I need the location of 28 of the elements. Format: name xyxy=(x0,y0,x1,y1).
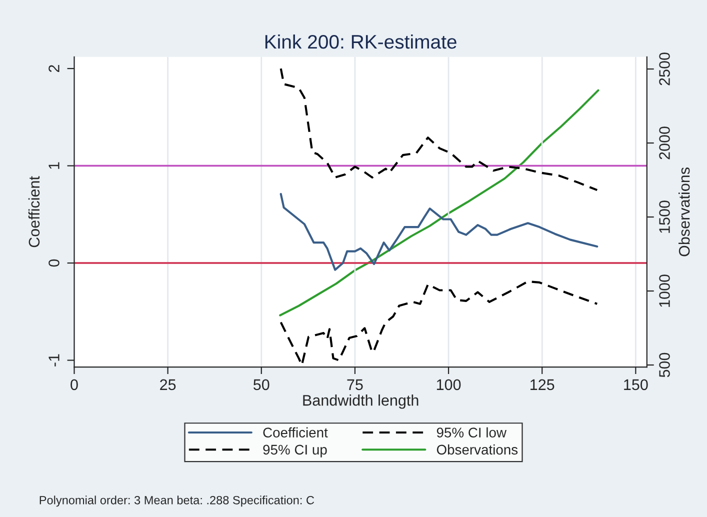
y2-tick-label: 2500 xyxy=(659,52,670,86)
legend-label: Observations xyxy=(436,444,518,455)
y2-tick-label: 1000 xyxy=(659,274,670,307)
line-series xyxy=(280,67,598,192)
x-tick-label: 125 xyxy=(530,379,554,390)
line-series xyxy=(280,192,598,271)
text: Polynomial order: 3 Mean beta: .288 Specification: C xyxy=(40,496,314,507)
y2-axis-title: Observations xyxy=(678,168,690,256)
y2-tick-label: 1500 xyxy=(659,200,670,233)
chart-title: Kink 200: RK-estimate xyxy=(265,34,456,49)
x-tick-label: 100 xyxy=(436,379,461,390)
y-axis-title: Coefficient xyxy=(28,176,40,248)
line-series xyxy=(279,89,600,316)
y2-tick-label: 500 xyxy=(659,352,670,378)
y-tick-label: 1 xyxy=(48,162,60,169)
y-tick-label: 0 xyxy=(48,259,60,267)
x-tick-label: 0 xyxy=(70,379,78,390)
y2-tick-label: 2000 xyxy=(659,126,670,160)
legend-label: 95% CI low xyxy=(436,427,507,438)
x-tick-label: 25 xyxy=(160,379,176,390)
legend-label: Coefficient xyxy=(263,427,328,438)
x-tick-label: 150 xyxy=(624,379,648,390)
y-tick-label: -1 xyxy=(48,354,60,366)
legend-label: 95% CI up xyxy=(263,444,327,458)
x-tick-label: 50 xyxy=(253,379,270,390)
y-tick-label: 2 xyxy=(48,65,60,72)
x-tick-label: 75 xyxy=(347,379,363,390)
x-axis-title: Bandwidth length xyxy=(303,394,418,409)
